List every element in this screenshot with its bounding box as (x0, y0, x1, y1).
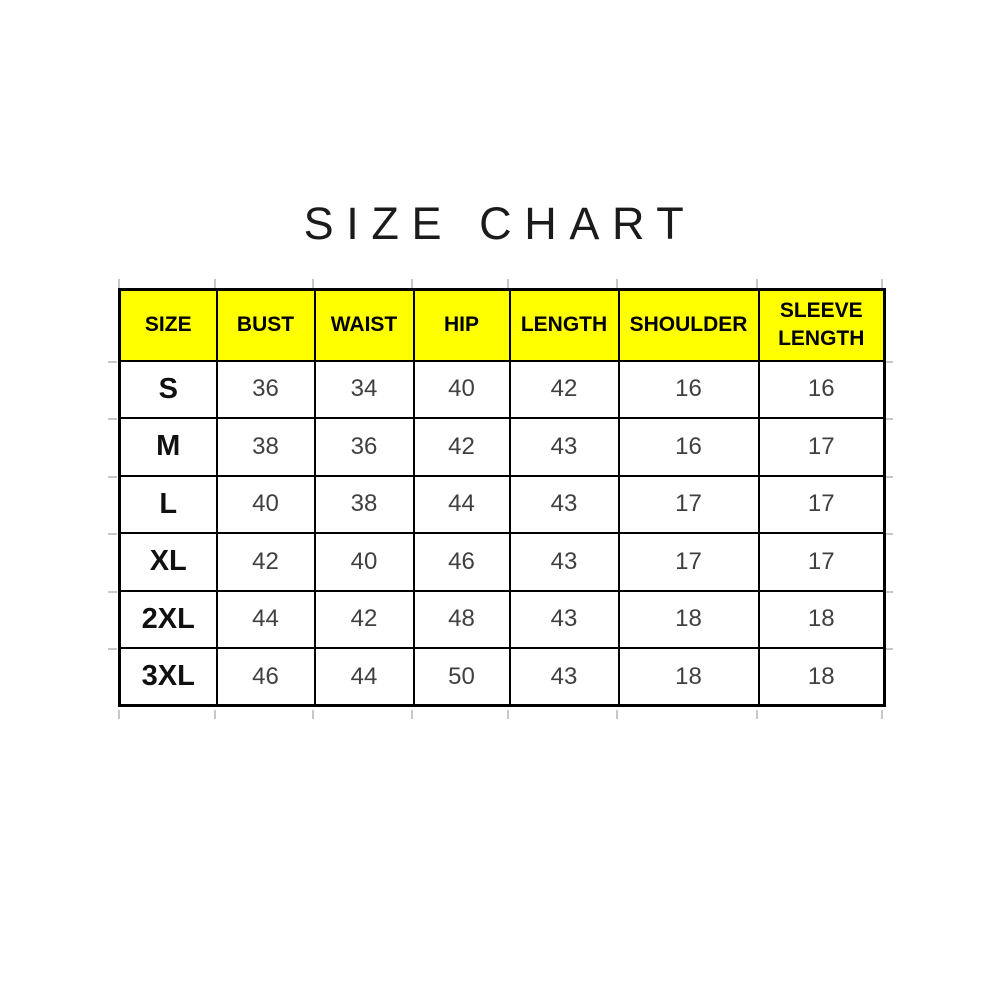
value-cell: 18 (617, 589, 760, 649)
value-cell: 40 (412, 359, 511, 419)
table-row-xl: XL 42 40 46 43 17 17 (118, 532, 886, 592)
value-cell: 18 (757, 589, 886, 649)
value-cell: 17 (757, 417, 886, 477)
value-cell: 17 (617, 474, 760, 534)
value-cell: 38 (215, 417, 316, 477)
value-cell: 43 (508, 647, 620, 707)
value-cell: 16 (757, 359, 886, 419)
header-cell-sleeve-length: SLEEVE LENGTH (757, 288, 886, 362)
header-cell-size: SIZE (118, 288, 218, 362)
table-row-l: L 40 38 44 43 17 17 (118, 474, 886, 534)
table-row-3xl: 3XL 46 44 50 43 18 18 (118, 647, 886, 707)
value-cell: 36 (313, 417, 415, 477)
header-cell-shoulder: SHOULDER (617, 288, 760, 362)
value-cell: 16 (617, 417, 760, 477)
size-cell: S (118, 359, 218, 419)
value-cell: 36 (215, 359, 316, 419)
value-cell: 40 (313, 532, 415, 592)
value-cell: 18 (617, 647, 760, 707)
size-chart-table: SIZE BUST WAIST HIP LENGTH SHOULDER SLEE… (118, 288, 886, 707)
page-title: SIZE CHART (303, 198, 697, 249)
size-cell: L (118, 474, 218, 534)
header-cell-waist: WAIST (313, 288, 415, 362)
value-cell: 43 (508, 532, 620, 592)
table-row-2xl: 2XL 44 42 48 43 18 18 (118, 589, 886, 649)
value-cell: 16 (617, 359, 760, 419)
size-cell: 3XL (118, 647, 218, 707)
value-cell: 42 (412, 417, 511, 477)
header-cell-length: LENGTH (508, 288, 620, 362)
value-cell: 42 (508, 359, 620, 419)
size-cell: XL (118, 532, 218, 592)
value-cell: 46 (412, 532, 511, 592)
value-cell: 44 (215, 589, 316, 649)
value-cell: 42 (215, 532, 316, 592)
value-cell: 18 (757, 647, 886, 707)
value-cell: 40 (215, 474, 316, 534)
gridline-ticks-left (108, 288, 117, 707)
table-row-s: S 36 34 40 42 16 16 (118, 359, 886, 419)
value-cell: 43 (508, 474, 620, 534)
header-cell-bust: BUST (215, 288, 316, 362)
value-cell: 43 (508, 417, 620, 477)
value-cell: 17 (617, 532, 760, 592)
value-cell: 17 (757, 532, 886, 592)
value-cell: 44 (412, 474, 511, 534)
gridline-ticks-bottom (118, 710, 883, 719)
gridline-ticks-top (118, 279, 883, 288)
size-cell: M (118, 417, 218, 477)
table-row-m: M 38 36 42 43 16 17 (118, 417, 886, 477)
gridline-ticks-right (884, 288, 893, 707)
value-cell: 44 (313, 647, 415, 707)
value-cell: 46 (215, 647, 316, 707)
value-cell: 38 (313, 474, 415, 534)
value-cell: 43 (508, 589, 620, 649)
value-cell: 48 (412, 589, 511, 649)
size-cell: 2XL (118, 589, 218, 649)
value-cell: 34 (313, 359, 415, 419)
value-cell: 17 (757, 474, 886, 534)
header-cell-hip: HIP (412, 288, 511, 362)
header-row: SIZE BUST WAIST HIP LENGTH SHOULDER SLEE… (118, 288, 886, 362)
value-cell: 42 (313, 589, 415, 649)
value-cell: 50 (412, 647, 511, 707)
